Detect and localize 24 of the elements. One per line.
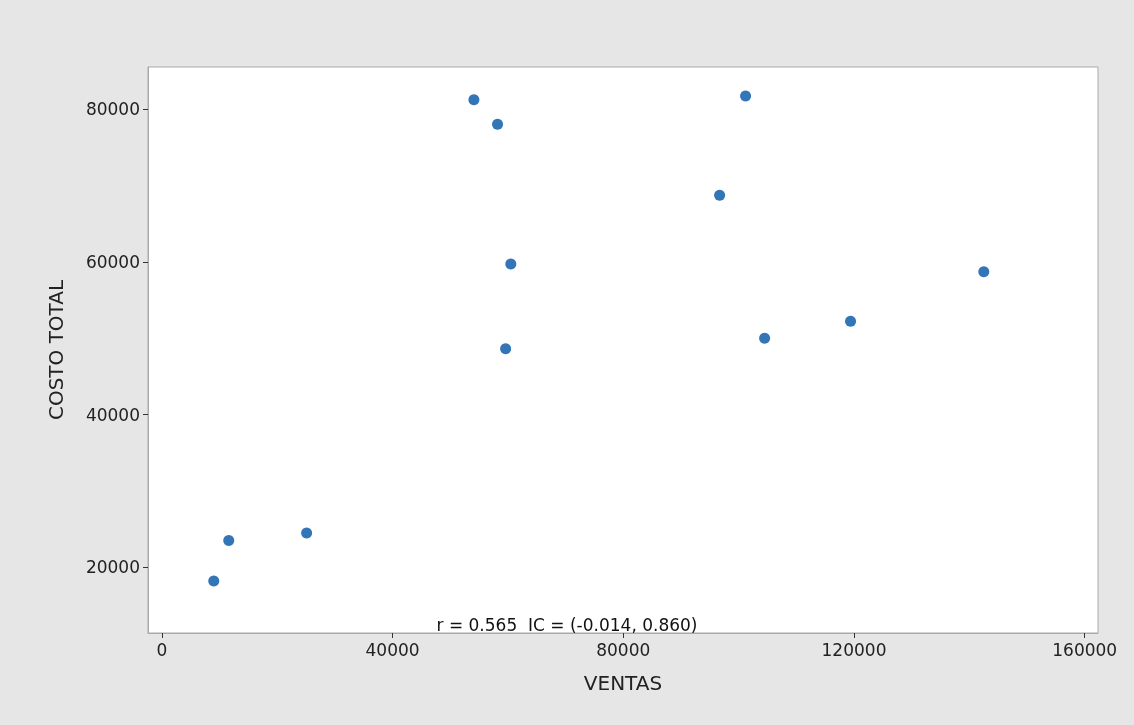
point (740, 90, 752, 102)
x-tick-label: 80000 (596, 639, 651, 660)
y-tick-label: 80000 (85, 99, 140, 120)
x-tick-label: 120000 (821, 639, 887, 660)
x-axis-title: VENTAS (583, 671, 663, 695)
x-tick-label: 40000 (365, 639, 420, 660)
point (505, 258, 517, 270)
y-tick-label: 20000 (85, 557, 140, 578)
y-axis-title: COSTO TOTAL (44, 279, 68, 421)
annotation: r = 0.565 IC = (-0.014, 0.860) (436, 614, 698, 635)
point (468, 94, 480, 106)
y-tick-label: 60000 (85, 251, 140, 272)
point (759, 332, 771, 344)
point (978, 266, 990, 278)
point (208, 575, 220, 587)
point (492, 118, 504, 130)
x-tick-label: 0 (156, 639, 168, 660)
point (714, 189, 726, 201)
point (223, 535, 235, 547)
point (500, 343, 512, 355)
x-tick-label: 160000 (1052, 639, 1118, 660)
point (845, 315, 857, 327)
point (301, 527, 313, 539)
y-tick-label: 40000 (85, 404, 140, 425)
